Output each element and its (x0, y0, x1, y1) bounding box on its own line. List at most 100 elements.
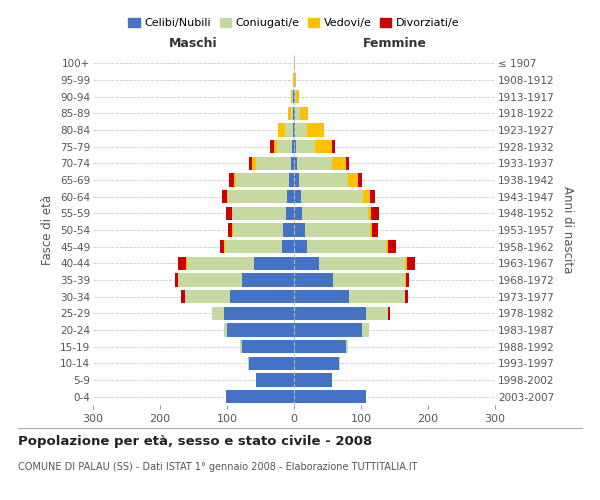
Bar (294, 206, 302, 220)
Bar (292, 90, 293, 104)
Text: Maschi: Maschi (169, 37, 218, 50)
Bar (370, 190, 375, 203)
Bar (287, 190, 294, 203)
Bar (288, 106, 290, 120)
Bar (332, 156, 346, 170)
Bar (286, 206, 294, 220)
Bar (349, 290, 404, 304)
Bar (290, 156, 294, 170)
Bar (307, 240, 386, 254)
Bar (224, 324, 227, 336)
Text: COMUNE DI PALAU (SS) - Dati ISTAT 1° gennaio 2008 - Elaborazione TUTTITALIA.IT: COMUNE DI PALAU (SS) - Dati ISTAT 1° gen… (18, 462, 418, 472)
Bar (362, 324, 369, 336)
Bar (277, 140, 292, 153)
Bar (230, 290, 294, 304)
Bar (232, 224, 233, 236)
Bar (220, 240, 224, 254)
Bar (212, 306, 224, 320)
Bar (282, 240, 294, 254)
Bar (333, 274, 405, 286)
Bar (295, 74, 296, 86)
Bar (295, 106, 300, 120)
Bar (256, 156, 290, 170)
Bar (294, 306, 367, 320)
Bar (295, 124, 307, 136)
Bar (405, 274, 406, 286)
Bar (373, 224, 378, 236)
Bar (294, 274, 333, 286)
Bar (404, 290, 408, 304)
Bar (294, 56, 295, 70)
Bar (386, 240, 388, 254)
Bar (302, 206, 368, 220)
Bar (294, 256, 319, 270)
Bar (405, 256, 407, 270)
Bar (293, 74, 294, 86)
Bar (229, 174, 235, 186)
Text: Popolazione per età, sesso e stato civile - 2008: Popolazione per età, sesso e stato civil… (18, 435, 372, 448)
Bar (187, 256, 254, 270)
Bar (248, 356, 249, 370)
Bar (371, 206, 379, 220)
Bar (348, 174, 358, 186)
Bar (294, 190, 301, 203)
Bar (270, 140, 274, 153)
Bar (249, 356, 294, 370)
Bar (226, 390, 294, 404)
Bar (227, 324, 294, 336)
Y-axis label: Fasce di età: Fasce di età (41, 195, 55, 265)
Bar (294, 156, 298, 170)
Bar (226, 206, 232, 220)
Bar (236, 174, 289, 186)
Bar (299, 174, 348, 186)
Bar (229, 190, 287, 203)
Legend: Celibi/Nubili, Coniugati/e, Vedovi/e, Divorziati/e: Celibi/Nubili, Coniugati/e, Vedovi/e, Di… (124, 14, 464, 32)
Bar (224, 240, 225, 254)
Bar (178, 256, 186, 270)
Bar (256, 374, 294, 386)
Bar (368, 206, 371, 220)
Bar (332, 140, 335, 153)
Bar (186, 256, 187, 270)
Bar (178, 274, 242, 286)
Bar (296, 140, 315, 153)
Bar (407, 256, 415, 270)
Bar (294, 290, 349, 304)
Bar (289, 174, 294, 186)
Bar (367, 306, 388, 320)
Bar (294, 140, 296, 153)
Bar (274, 140, 277, 153)
Bar (294, 106, 295, 120)
Bar (388, 306, 391, 320)
Bar (284, 124, 293, 136)
Bar (296, 90, 299, 104)
Bar (227, 224, 232, 236)
Bar (294, 240, 307, 254)
Bar (346, 156, 349, 170)
Bar (294, 356, 339, 370)
Bar (242, 340, 294, 353)
Bar (294, 324, 362, 336)
Bar (298, 156, 332, 170)
Bar (185, 290, 230, 304)
Bar (225, 240, 282, 254)
Bar (293, 124, 294, 136)
Bar (294, 174, 299, 186)
Bar (249, 156, 253, 170)
Bar (305, 224, 370, 236)
Bar (235, 174, 236, 186)
Bar (227, 190, 229, 203)
Bar (307, 124, 324, 136)
Bar (254, 256, 294, 270)
Bar (253, 156, 256, 170)
Bar (370, 224, 373, 236)
Bar (294, 90, 295, 104)
Bar (358, 174, 362, 186)
Bar (233, 224, 283, 236)
Bar (294, 390, 365, 404)
Bar (232, 206, 286, 220)
Bar (175, 274, 178, 286)
Bar (294, 374, 332, 386)
Text: Femmine: Femmine (362, 37, 427, 50)
Bar (294, 124, 295, 136)
